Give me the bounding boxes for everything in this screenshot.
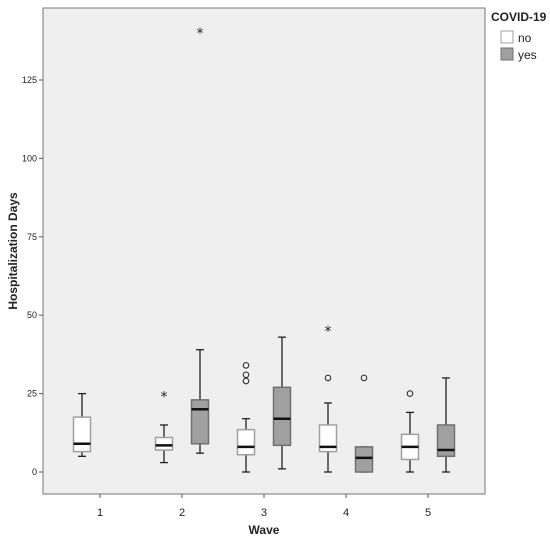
y-tick-label: 50 bbox=[27, 310, 37, 320]
outlier-point bbox=[324, 374, 332, 382]
box-no-wave-4: * bbox=[318, 324, 338, 473]
y-tick-label: 25 bbox=[27, 389, 37, 399]
outlier-point bbox=[242, 371, 250, 379]
x-tick-label: 2 bbox=[179, 507, 185, 519]
box-iqr bbox=[236, 428, 256, 456]
y-tick-label: 0 bbox=[32, 467, 37, 477]
outlier-point bbox=[406, 390, 414, 397]
box-yes-wave-3 bbox=[272, 336, 292, 470]
outlier-point bbox=[242, 377, 250, 385]
x-axis: 1 2 3 4 5 bbox=[97, 494, 431, 519]
y-tick-label: 100 bbox=[22, 153, 37, 163]
legend-title: COVID-19 bbox=[491, 10, 547, 24]
box-iqr bbox=[190, 399, 210, 445]
legend: COVID-19 no yes bbox=[491, 10, 547, 62]
x-tick-label: 1 bbox=[97, 507, 103, 519]
y-axis-title: Hospitalization Days bbox=[6, 192, 20, 310]
box-iqr bbox=[154, 436, 174, 451]
outlier-point bbox=[242, 362, 250, 369]
y-tick-label: 75 bbox=[27, 232, 37, 242]
box-yes-wave-4 bbox=[354, 374, 374, 473]
box-no-wave-2: * bbox=[154, 390, 174, 464]
y-axis: 0 25 50 75 100 125 bbox=[22, 75, 43, 477]
box-iqr bbox=[272, 386, 292, 447]
box-no-wave-3 bbox=[236, 362, 256, 473]
extreme-point: * bbox=[325, 324, 332, 340]
box-no-wave-1 bbox=[72, 392, 92, 457]
box-yes-wave-5 bbox=[436, 377, 456, 473]
box-yes-wave-2: * bbox=[190, 26, 210, 454]
y-tick-label: 125 bbox=[22, 75, 37, 85]
box-series: * * * bbox=[72, 26, 456, 473]
x-axis-title: Wave bbox=[249, 523, 280, 537]
legend-swatch-yes bbox=[500, 47, 514, 61]
box-iqr bbox=[354, 446, 374, 473]
plot-area bbox=[42, 7, 486, 495]
outlier-point bbox=[360, 374, 368, 382]
box-iqr bbox=[318, 424, 338, 453]
x-tick-label: 3 bbox=[261, 507, 267, 519]
x-tick-label: 4 bbox=[343, 507, 349, 519]
box-iqr bbox=[436, 424, 456, 458]
legend-swatch-no bbox=[500, 30, 514, 44]
legend-label-no: no bbox=[518, 31, 532, 45]
x-tick-label: 5 bbox=[425, 507, 431, 519]
legend-label-yes: yes bbox=[518, 48, 537, 62]
extreme-point: * bbox=[161, 390, 168, 406]
box-iqr bbox=[72, 416, 92, 453]
extreme-point: * bbox=[197, 26, 204, 42]
box-no-wave-5 bbox=[400, 390, 420, 473]
